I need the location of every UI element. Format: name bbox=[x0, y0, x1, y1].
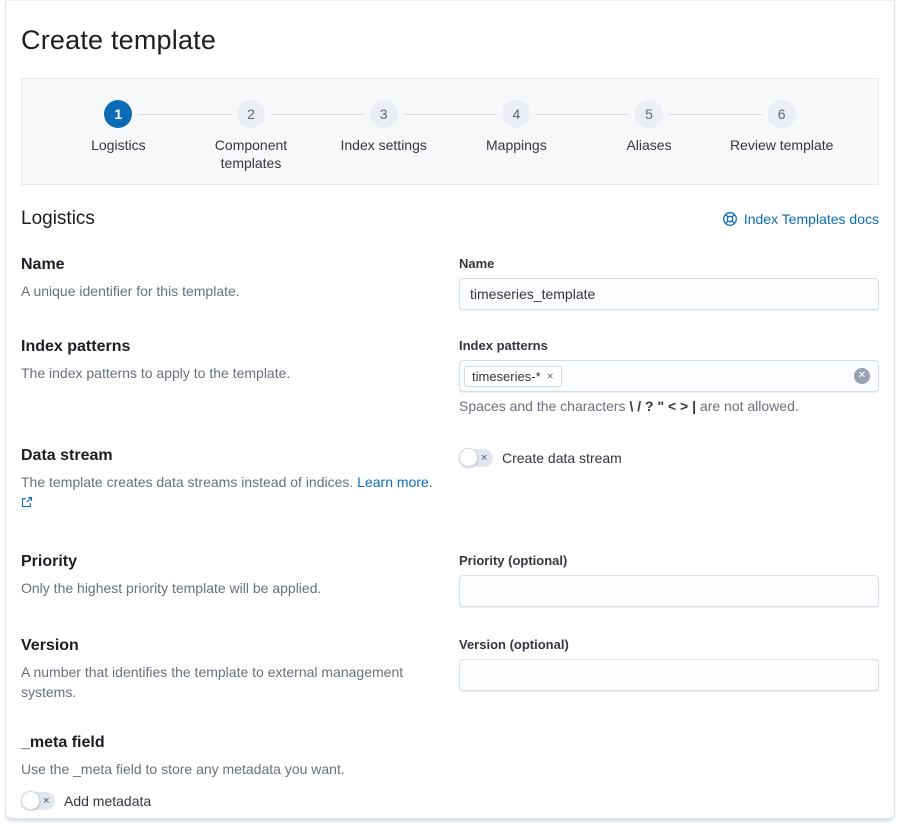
meta-row-title: _meta field bbox=[21, 733, 105, 751]
priority-row-title: Priority bbox=[21, 552, 78, 570]
priority-row-description: Only the highest priority template will … bbox=[21, 579, 322, 596]
step-number-badge: 3 bbox=[369, 100, 398, 128]
index-patterns-row-description: The index patterns to apply to the templ… bbox=[21, 365, 291, 382]
index-templates-docs-link[interactable]: Index Templates docs bbox=[722, 211, 879, 227]
step-label: Review template bbox=[729, 137, 834, 153]
step-component-templates[interactable]: 2 Component templates bbox=[184, 90, 318, 172]
version-row-description: A number that identifies the template to… bbox=[21, 663, 404, 701]
meta-row-description: Use the _meta field to store any metadat… bbox=[21, 760, 345, 777]
name-row-description: A unique identifier for this template. bbox=[21, 283, 240, 300]
index-patterns-row: Index patterns The index patterns to app… bbox=[21, 338, 879, 414]
remove-tag-icon[interactable]: × bbox=[546, 369, 554, 384]
name-row: Name A unique identifier for this templa… bbox=[21, 256, 879, 311]
external-link-icon bbox=[21, 495, 33, 511]
add-metadata-label: Add metadata bbox=[64, 792, 152, 809]
step-aliases[interactable]: 5 Aliases bbox=[582, 90, 716, 172]
step-logistics[interactable]: 1 Logistics bbox=[52, 90, 185, 172]
step-number-badge: 1 bbox=[104, 100, 133, 128]
version-row-title: Version bbox=[21, 636, 79, 654]
priority-row: Priority Only the highest priority templ… bbox=[21, 553, 879, 607]
index-patterns-row-title: Index patterns bbox=[21, 338, 131, 356]
index-pattern-tag: timeseries-* × bbox=[464, 365, 562, 387]
index-pattern-tag-label: timeseries-* bbox=[472, 368, 541, 384]
add-metadata-toggle[interactable]: ✕ bbox=[21, 790, 55, 810]
step-number-badge: 6 bbox=[767, 100, 796, 128]
toggle-off-icon: ✕ bbox=[480, 452, 488, 463]
docs-lifering-icon bbox=[722, 211, 738, 227]
toggle-knob bbox=[459, 448, 478, 468]
step-review-template[interactable]: 6 Review template bbox=[715, 90, 848, 172]
priority-field-label: Priority (optional) bbox=[459, 552, 568, 568]
disallowed-characters: \ / ? " < > | bbox=[629, 398, 697, 415]
meta-field-row: _meta field Use the _meta field to store… bbox=[21, 734, 879, 810]
create-data-stream-toggle[interactable]: ✕ bbox=[459, 448, 493, 468]
step-number-badge: 5 bbox=[635, 100, 664, 128]
step-label: Component templates bbox=[214, 137, 288, 172]
step-number-badge: 2 bbox=[237, 100, 265, 128]
page-title: Create template bbox=[21, 25, 217, 55]
priority-input[interactable] bbox=[459, 574, 879, 607]
step-index-settings[interactable]: 3 Index settings bbox=[317, 90, 450, 172]
name-input[interactable] bbox=[459, 278, 879, 311]
step-indicator: 1 Logistics 2 Component templates 3 Inde… bbox=[21, 78, 879, 186]
version-input[interactable] bbox=[459, 658, 879, 691]
step-mappings[interactable]: 4 Mappings bbox=[450, 90, 583, 172]
step-label: Mappings bbox=[486, 137, 547, 153]
version-row: Version A number that identifies the tem… bbox=[21, 637, 879, 703]
index-patterns-field-label: Index patterns bbox=[459, 338, 548, 354]
index-patterns-help-text: Spaces and the characters \ / ? " < > | … bbox=[459, 398, 799, 415]
section-title-logistics: Logistics bbox=[21, 208, 95, 230]
toggle-knob bbox=[21, 790, 40, 810]
index-patterns-combobox[interactable]: timeseries-* × ✕ bbox=[459, 360, 879, 393]
data-stream-row: Data stream The template creates data st… bbox=[21, 447, 879, 513]
name-row-title: Name bbox=[21, 256, 65, 274]
step-label: Logistics bbox=[91, 137, 146, 153]
data-stream-row-description: The template creates data streams instea… bbox=[21, 472, 439, 513]
data-stream-row-title: Data stream bbox=[21, 447, 113, 465]
learn-more-link[interactable]: Learn more. bbox=[357, 474, 433, 491]
docs-link-label: Index Templates docs bbox=[743, 211, 879, 228]
name-field-label: Name bbox=[459, 256, 495, 272]
create-template-panel: Create template 1 Logistics 2 Component … bbox=[5, 0, 895, 819]
create-data-stream-label: Create data stream bbox=[502, 450, 622, 467]
step-label: Aliases bbox=[626, 137, 672, 153]
step-label: Index settings bbox=[340, 137, 427, 153]
clear-field-icon[interactable]: ✕ bbox=[854, 368, 870, 385]
toggle-off-icon: ✕ bbox=[42, 795, 50, 806]
version-field-label: Version (optional) bbox=[459, 636, 569, 652]
step-number-badge: 4 bbox=[502, 100, 531, 128]
